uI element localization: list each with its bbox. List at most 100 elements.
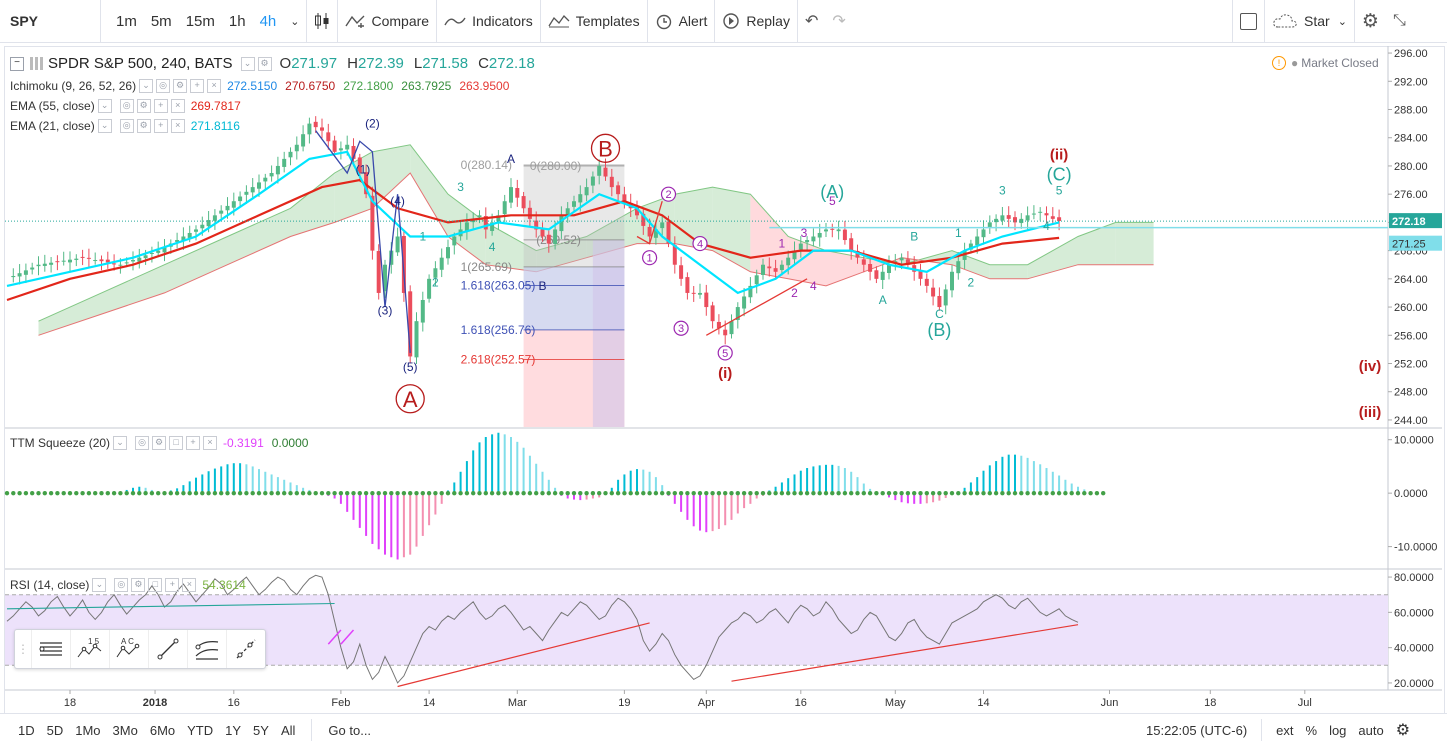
compare-label: Compare: [371, 13, 430, 29]
eye-icon[interactable]: ◎: [156, 79, 171, 93]
eye-icon[interactable]: ◎: [119, 119, 134, 133]
indicators-button[interactable]: Indicators: [437, 0, 540, 42]
gear-icon[interactable]: ⚙: [173, 79, 188, 93]
collapse-icon[interactable]: −: [10, 56, 24, 71]
interval-15m[interactable]: 15m: [185, 12, 215, 30]
range-1d[interactable]: 1D: [18, 722, 35, 738]
layout-button[interactable]: [1233, 0, 1264, 42]
copy-icon[interactable]: □: [148, 578, 163, 592]
wave-15-tool[interactable]: 1 5: [70, 630, 109, 668]
replay-button[interactable]: Replay: [715, 0, 797, 42]
range-1y[interactable]: 1Y: [225, 722, 242, 738]
ichimoku-value-1: 272.5150: [227, 79, 278, 93]
eye-icon[interactable]: ◎: [119, 99, 134, 113]
fullscreen-button[interactable]: ⤡: [1386, 0, 1413, 42]
legend-chevron-icon[interactable]: ⌄: [139, 79, 154, 93]
ttm-name: TTM Squeeze (20): [10, 436, 111, 450]
close-icon[interactable]: ×: [203, 436, 218, 450]
ema21-value: 271.8116: [190, 119, 240, 133]
market-status: ! ● Market Closed: [1272, 56, 1379, 70]
close-icon[interactable]: ×: [170, 99, 185, 113]
plus-icon[interactable]: +: [186, 436, 201, 450]
legend-chevron-icon[interactable]: ⌄: [113, 436, 128, 450]
ext-toggle[interactable]: ext: [1276, 722, 1294, 738]
drag-handle-icon[interactable]: ⋮: [17, 642, 29, 656]
eye-icon[interactable]: ◎: [135, 436, 150, 450]
interval-dropdown[interactable]: ⌄: [283, 0, 306, 42]
chevron-down-icon: ⌄: [1337, 15, 1347, 28]
ohlc-h: H272.39: [347, 55, 404, 72]
redo-button[interactable]: ↷: [825, 0, 852, 42]
series-title: SPDR S&P 500, 240, BATS: [48, 55, 233, 72]
candles-icon: [315, 13, 329, 29]
templates-button[interactable]: Templates: [541, 0, 647, 42]
redo-icon: ↷: [832, 13, 846, 30]
ray-tool[interactable]: [226, 630, 265, 668]
drawing-toolbar: ⋮ 1 5 A C: [14, 629, 266, 669]
range-5y[interactable]: 5Y: [253, 722, 269, 738]
ema21-name: EMA (21, close): [10, 119, 95, 133]
legend-chevron-icon[interactable]: ⌄: [240, 56, 255, 71]
chart-frame: [4, 46, 1445, 715]
gear-icon[interactable]: ⚙: [136, 119, 151, 133]
gear-icon[interactable]: ⚙: [136, 99, 151, 113]
auto-toggle[interactable]: auto: [1358, 722, 1384, 738]
range-6mo[interactable]: 6Mo: [149, 722, 176, 738]
plus-icon[interactable]: +: [165, 578, 180, 592]
close-icon[interactable]: ×: [170, 119, 185, 133]
range-3mo[interactable]: 3Mo: [112, 722, 138, 738]
copy-icon[interactable]: □: [169, 436, 184, 450]
interval-5m[interactable]: 5m: [150, 12, 172, 30]
plus-icon[interactable]: +: [153, 99, 168, 113]
scale-settings-button[interactable]: ⚙: [1390, 720, 1416, 740]
templates-icon: [548, 14, 570, 28]
legend-chevron-icon[interactable]: ⌄: [92, 578, 107, 592]
chart-type-button[interactable]: [307, 0, 337, 42]
parallel-channel-tool[interactable]: [187, 630, 226, 668]
gear-icon[interactable]: ⚙: [152, 436, 167, 450]
wave-15-text: 1 5: [88, 637, 100, 646]
trend-line-tool[interactable]: [148, 630, 187, 668]
ema21-legend: EMA (21, close) ⌄ ◎ ⚙ + × 271.8116: [10, 119, 240, 133]
ichimoku-value-2: 270.6750: [285, 79, 336, 93]
percent-toggle[interactable]: %: [1305, 722, 1318, 738]
range-5d[interactable]: 5D: [46, 722, 64, 738]
clock-label[interactable]: 15:22:05 (UTC-6): [1146, 722, 1248, 738]
square-icon: [1240, 12, 1257, 30]
horizontal-lines-tool[interactable]: [31, 630, 70, 668]
plus-icon[interactable]: +: [190, 79, 205, 93]
eye-icon[interactable]: ◎: [114, 578, 129, 592]
interval-1h[interactable]: 1h: [228, 12, 246, 30]
rsi-name: RSI (14, close): [10, 578, 90, 592]
close-icon[interactable]: ×: [182, 578, 197, 592]
replay-icon: [723, 13, 740, 29]
settings-button[interactable]: ⚙: [1355, 0, 1386, 42]
legend-settings-icon[interactable]: ⚙: [257, 56, 272, 71]
wave-ac-tool[interactable]: A C: [109, 630, 148, 668]
log-toggle[interactable]: log: [1329, 722, 1347, 738]
parallel-channel-icon: [195, 641, 219, 660]
undo-button[interactable]: ↶: [798, 0, 825, 42]
save-cloud-button[interactable]: Star ⌄: [1265, 0, 1354, 42]
close-icon[interactable]: ×: [207, 79, 222, 93]
legend-chevron-icon[interactable]: ⌄: [97, 119, 112, 133]
goto-button[interactable]: Go to...: [328, 722, 372, 738]
plus-icon[interactable]: +: [153, 119, 168, 133]
interval-1m[interactable]: 1m: [116, 12, 137, 30]
clock-warning-icon: !: [1272, 56, 1286, 70]
ema55-name: EMA (55, close): [10, 99, 95, 113]
alert-button[interactable]: Alert: [648, 0, 715, 42]
chevron-down-icon: ⌄: [290, 15, 300, 28]
range-ytd[interactable]: YTD: [187, 722, 214, 738]
indicators-label: Indicators: [472, 13, 533, 29]
range-all[interactable]: All: [280, 722, 296, 738]
compare-button[interactable]: Compare: [338, 0, 436, 42]
indicators-icon: [444, 17, 466, 26]
legend-chevron-icon[interactable]: ⌄: [97, 99, 112, 113]
ema55-legend: EMA (55, close) ⌄ ◎ ⚙ + × 269.7817: [10, 99, 241, 113]
range-1mo[interactable]: 1Mo: [75, 722, 101, 738]
symbol-input[interactable]: SPY: [10, 13, 39, 29]
gear-icon[interactable]: ⚙: [131, 578, 146, 592]
ohlc-c: C272.18: [478, 55, 535, 72]
interval-4h[interactable]: 4h: [259, 12, 277, 30]
